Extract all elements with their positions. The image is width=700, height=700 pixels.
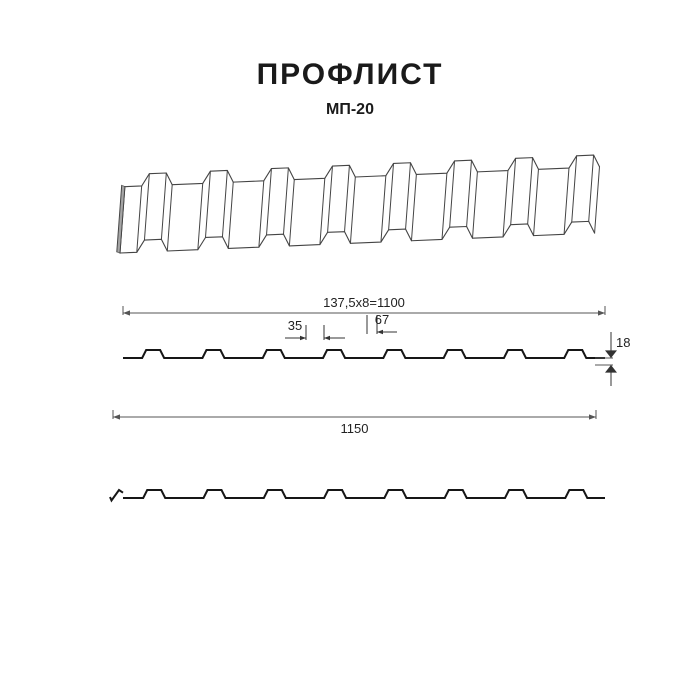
svg-text:137,5x8=1100: 137,5x8=1100: [323, 295, 405, 310]
svg-text:1150: 1150: [341, 421, 369, 436]
svg-text:35: 35: [288, 318, 302, 333]
svg-text:67: 67: [375, 312, 389, 327]
svg-text:18: 18: [616, 335, 630, 350]
